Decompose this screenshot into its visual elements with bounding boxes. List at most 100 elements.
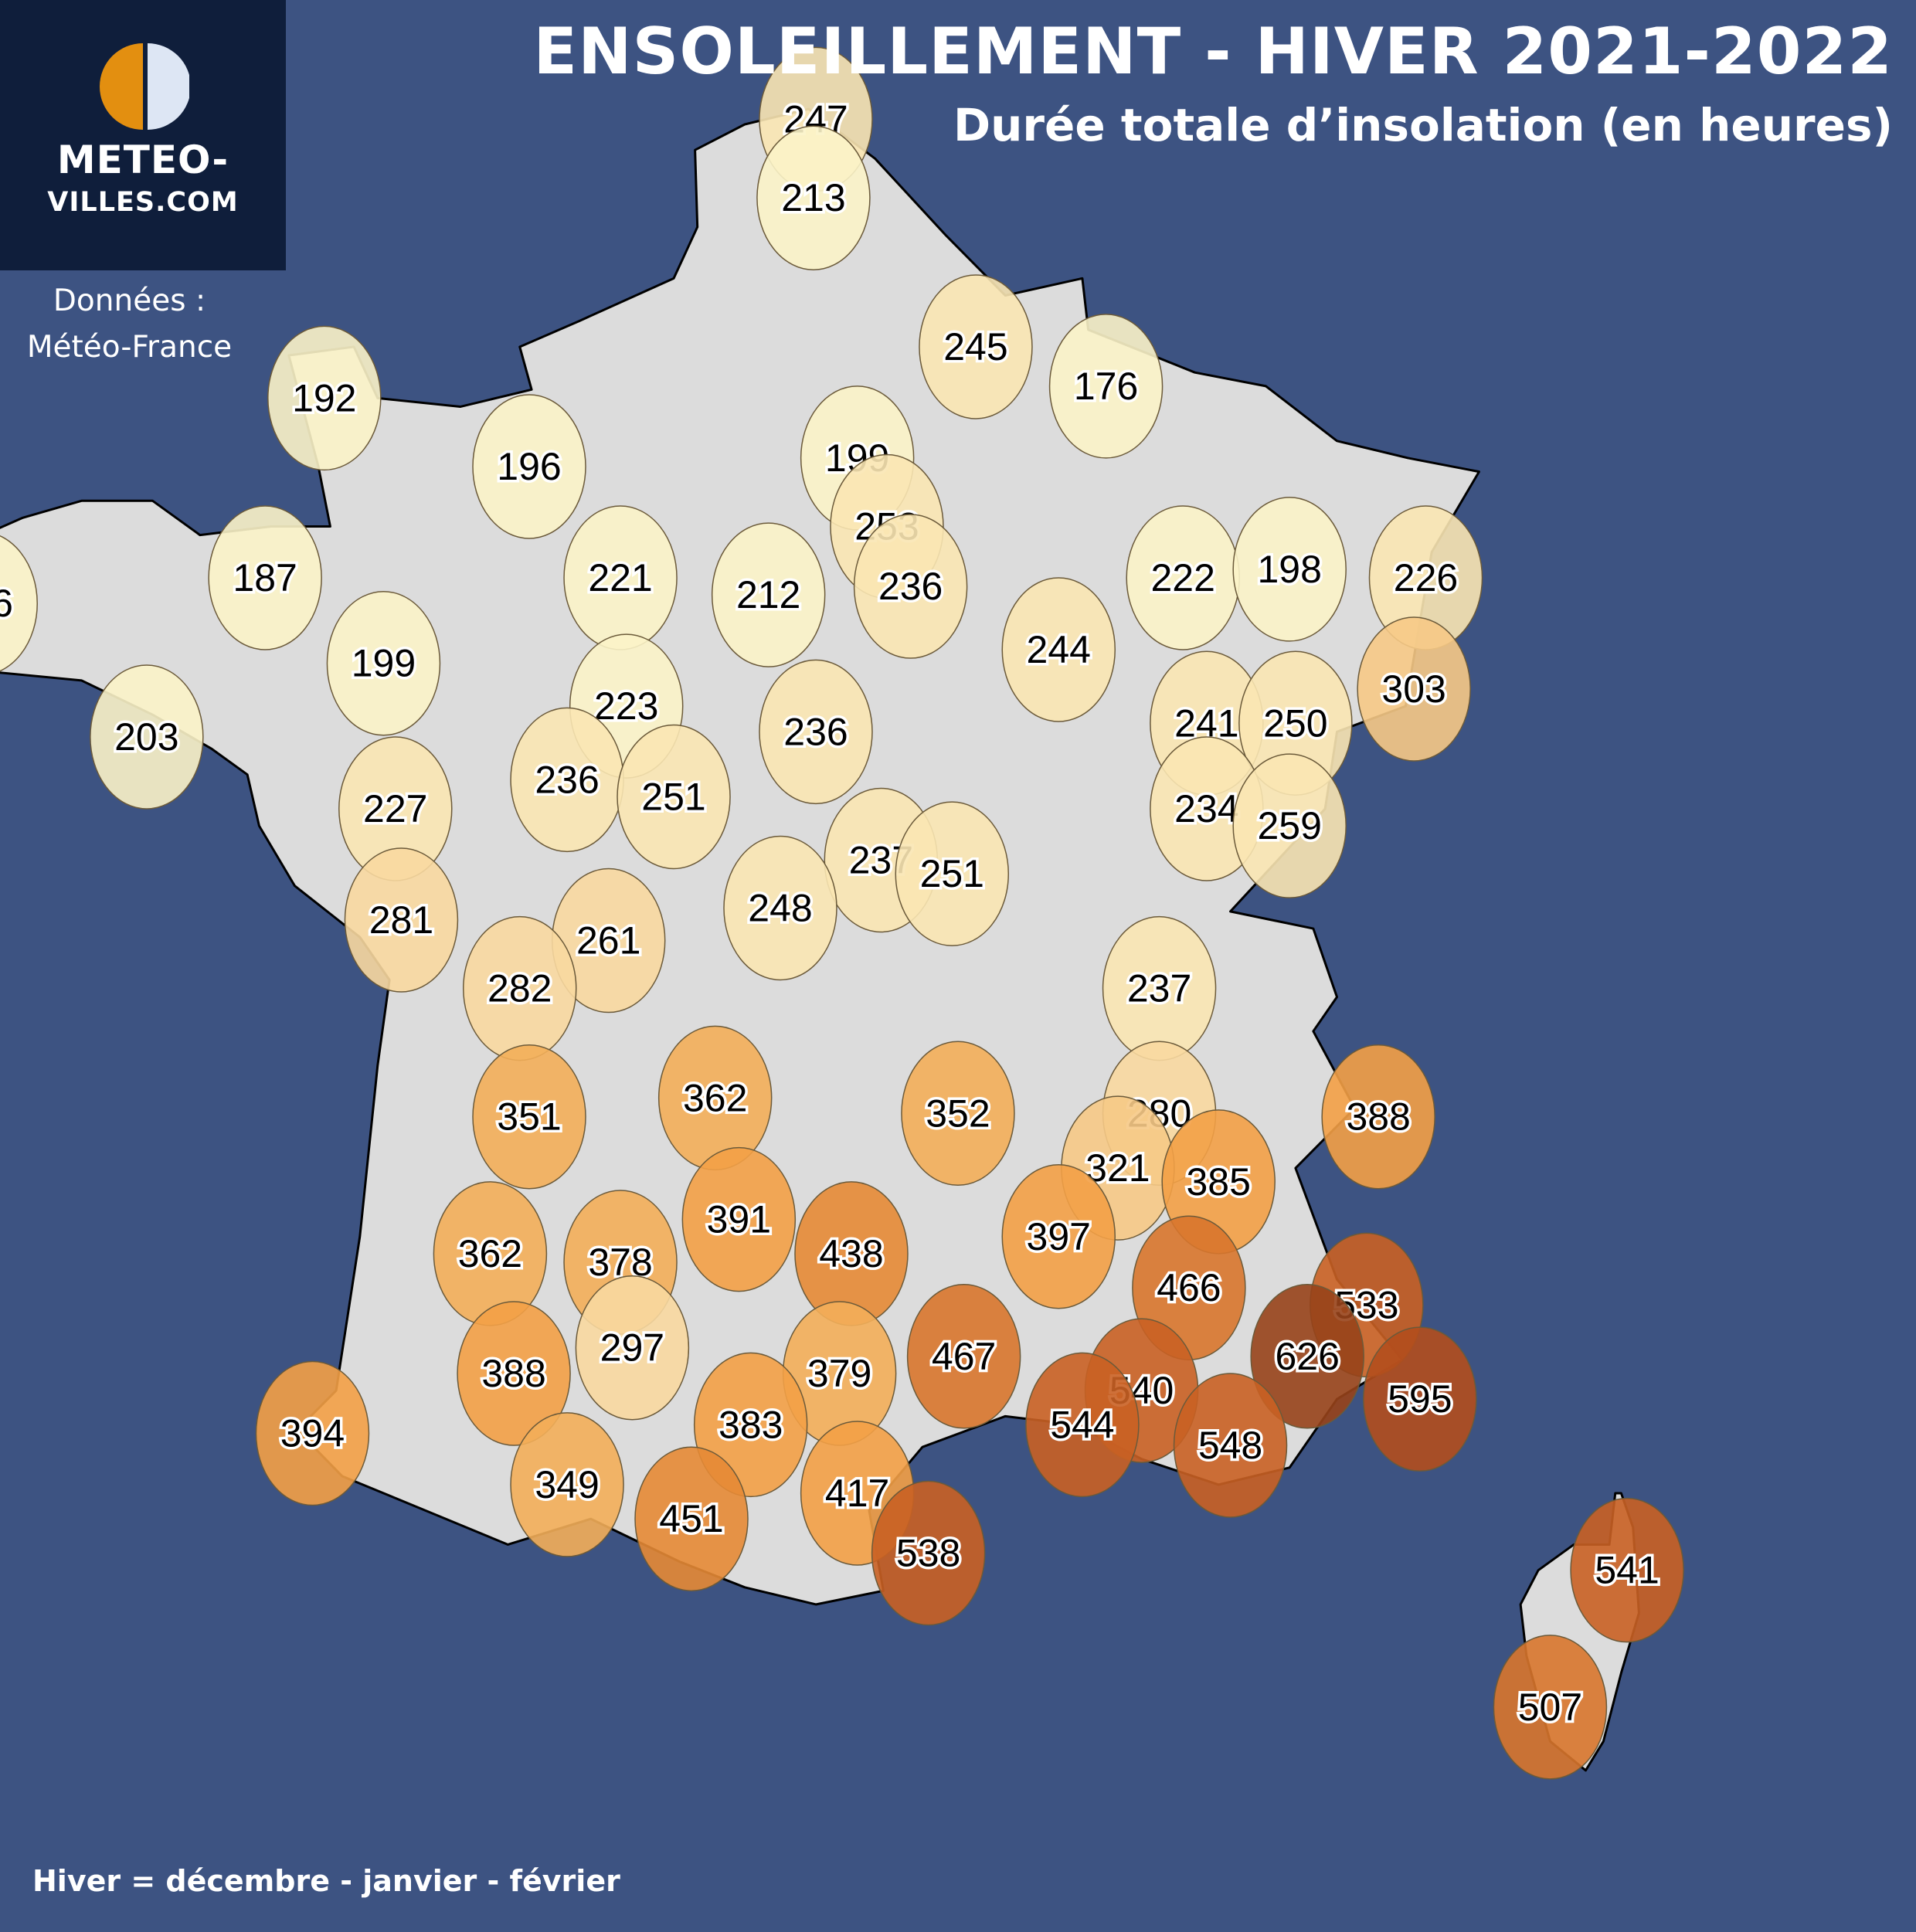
- station-marker: 237: [1102, 915, 1217, 1061]
- station-bubble: [0, 535, 38, 672]
- station-marker: 544: [1025, 1352, 1140, 1498]
- station-value: 451: [659, 1497, 723, 1540]
- station-marker: 236: [853, 514, 968, 659]
- station-marker: 548: [1173, 1373, 1288, 1518]
- station-marker: 261: [551, 868, 666, 1014]
- station-bubble: [1493, 1635, 1608, 1780]
- station-value: 466: [1157, 1266, 1221, 1309]
- station-bubble: [1025, 1352, 1140, 1498]
- station-value: 176: [1074, 365, 1138, 408]
- station-bubble: [1232, 497, 1347, 642]
- station-bubble: [1357, 616, 1471, 762]
- station-bubble: [895, 801, 1010, 946]
- station-marker: 221: [563, 505, 678, 650]
- station-bubble: [634, 1446, 749, 1591]
- station-value: 362: [683, 1076, 747, 1119]
- station-value: 248: [748, 886, 812, 929]
- station-marker: 507: [1493, 1635, 1608, 1780]
- station-marker: 391: [681, 1146, 797, 1292]
- station-bubble: [853, 514, 968, 659]
- station-value: 199: [352, 642, 416, 685]
- station-bubble: [326, 590, 441, 736]
- station-bubble: [472, 394, 586, 539]
- station-value: 417: [825, 1472, 889, 1515]
- station-value: 251: [641, 775, 705, 818]
- station-marker: 192: [267, 325, 382, 471]
- station-marker: 352: [901, 1041, 1015, 1187]
- station-bubble: [723, 835, 837, 981]
- season-note: Hiver = décembre - janvier - février: [32, 1864, 620, 1898]
- meteo-villes-logo: METEO- VILLES.COM: [0, 0, 286, 270]
- station-value: 198: [1257, 548, 1321, 591]
- station-value: 362: [458, 1232, 522, 1275]
- station-value: 245: [943, 325, 1007, 368]
- station-value: 223: [594, 684, 658, 728]
- station-bubble: [1232, 753, 1347, 898]
- station-marker: 187: [208, 505, 322, 650]
- station-marker: 281: [344, 847, 459, 993]
- station-marker: 213: [756, 125, 871, 270]
- station-marker: 362: [433, 1181, 548, 1326]
- station-marker: 466: [1132, 1215, 1246, 1360]
- station-value: 236: [535, 758, 599, 801]
- station-marker: 379: [782, 1301, 897, 1446]
- station-value: 226: [1394, 556, 1458, 599]
- station-value: 438: [819, 1232, 883, 1275]
- station-marker: 212: [711, 522, 826, 667]
- station-bubble: [1250, 1284, 1364, 1429]
- station-marker: 176: [1048, 314, 1164, 459]
- station-bubble: [1173, 1373, 1288, 1518]
- station-marker: 282: [462, 915, 577, 1061]
- station-value: 221: [588, 556, 652, 599]
- station-bubble: [90, 664, 204, 810]
- station-bubble: [906, 1284, 1021, 1429]
- station-marker: 226: [1368, 505, 1483, 650]
- station-value: 303: [1381, 667, 1445, 711]
- station-value: 259: [1257, 804, 1321, 847]
- station-value: 236: [783, 710, 848, 753]
- station-value: 507: [1518, 1686, 1582, 1729]
- station-bubble: [919, 274, 1033, 419]
- station-marker: 362: [657, 1025, 773, 1171]
- data-source: Données : Météo-France: [0, 278, 259, 371]
- station-bubble: [711, 522, 826, 667]
- station-bubble: [1001, 1164, 1116, 1309]
- station-value: 595: [1388, 1377, 1452, 1421]
- station-value: 186: [0, 582, 13, 625]
- logo-text-line1: METEO-: [56, 138, 229, 182]
- station-value: 261: [576, 919, 640, 963]
- station-marker: 196: [472, 394, 586, 539]
- station-bubble: [457, 1301, 571, 1446]
- station-marker: 186: [0, 535, 38, 672]
- station-value: 213: [781, 176, 845, 219]
- station-marker: 394: [255, 1360, 370, 1506]
- station-marker: 388: [457, 1301, 571, 1446]
- station-value: 250: [1263, 701, 1327, 745]
- station-value: 187: [233, 556, 297, 599]
- station-marker: 203: [90, 664, 204, 810]
- station-value: 227: [363, 787, 427, 830]
- station-marker: 351: [472, 1044, 586, 1190]
- data-source-name: Météo-France: [26, 330, 233, 365]
- station-value: 351: [497, 1095, 561, 1139]
- station-marker: 250: [1238, 650, 1353, 796]
- sun-half-right: [148, 43, 189, 130]
- station-value: 626: [1275, 1335, 1339, 1378]
- station-value: 297: [600, 1326, 664, 1370]
- station-bubble: [759, 659, 873, 805]
- logo-text-line2: VILLES.COM: [47, 187, 239, 218]
- station-marker: 595: [1363, 1326, 1477, 1472]
- station-marker: 388: [1321, 1044, 1435, 1190]
- station-marker: 541: [1570, 1497, 1684, 1643]
- station-marker: 626: [1250, 1284, 1364, 1429]
- station-value: 203: [114, 715, 178, 759]
- station-marker: 438: [794, 1181, 909, 1326]
- station-bubble: [1001, 577, 1116, 722]
- station-value: 212: [736, 573, 800, 616]
- station-bubble: [472, 1044, 586, 1190]
- map-title: ENSOLEILLEMENT - HIVER 2021-2022: [533, 14, 1893, 89]
- station-value: 544: [1050, 1403, 1114, 1446]
- station-bubble: [255, 1360, 370, 1506]
- station-value: 237: [1127, 967, 1191, 1010]
- station-bubble: [510, 1412, 624, 1557]
